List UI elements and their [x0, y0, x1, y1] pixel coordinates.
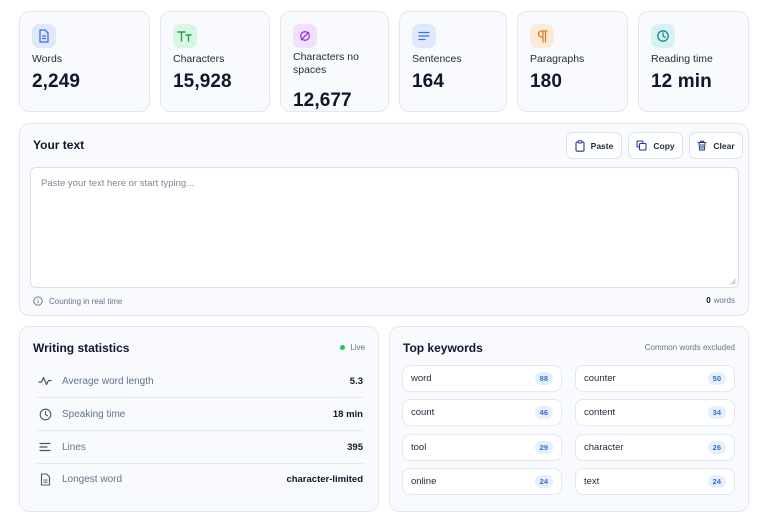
keyword-count-badge: 24: [707, 475, 726, 488]
stat-card-reading-time: Reading time 12 min: [638, 11, 749, 112]
keyword-label: text: [584, 476, 600, 487]
stat-label: Words: [32, 53, 63, 65]
keyword-count-badge: 88: [534, 372, 553, 385]
clock-icon: [651, 24, 675, 48]
clear-label: Clear: [713, 140, 735, 151]
stat-label: Sentences: [412, 53, 462, 65]
counting-status: Counting in real time: [33, 296, 122, 306]
keyword-chip[interactable]: character 26: [575, 434, 735, 461]
stat-value: 180: [530, 71, 563, 92]
stat-value: 12 min: [651, 71, 712, 92]
keyword-label: count: [411, 407, 435, 418]
top-keywords-card: Top keywords Common words excluded word …: [389, 326, 749, 512]
stat-row: Speaking time 18 min: [37, 398, 363, 430]
stat-value: 15,928: [173, 71, 232, 92]
stat-row: Average word length 5.3: [37, 365, 363, 397]
editor-title: Your text: [33, 138, 85, 152]
stat-card-sentences: Sentences 164: [399, 11, 507, 112]
keyword-chip[interactable]: tool 29: [402, 434, 562, 461]
stat-card-characters: Characters 15,928: [160, 11, 270, 112]
row-value: character-limited: [286, 473, 363, 485]
word-counter: 0 words: [706, 296, 735, 305]
lines-icon: [37, 442, 53, 452]
keyword-label: online: [411, 476, 437, 487]
stat-card-paragraphs: Paragraphs 180: [517, 11, 628, 112]
row-label: Lines: [62, 441, 86, 453]
live-indicator: Live: [340, 343, 365, 352]
stat-row: Lines 395: [37, 431, 363, 463]
top-keywords-title: Top keywords: [403, 341, 483, 355]
stat-label: Reading time: [651, 53, 713, 65]
paste-button[interactable]: Paste: [566, 132, 622, 159]
text-input-area[interactable]: [30, 167, 739, 288]
document-icon: [37, 472, 53, 486]
clock-icon: [37, 408, 53, 421]
info-icon: [33, 296, 43, 306]
stat-value: 164: [412, 71, 445, 92]
row-label: Speaking time: [62, 408, 126, 420]
clipboard-icon: [575, 139, 585, 152]
keyword-chip[interactable]: word 88: [402, 365, 562, 392]
keyword-count-badge: 34: [707, 406, 726, 419]
divider: [37, 463, 363, 464]
word-count-value: 0: [706, 296, 711, 305]
writing-statistics-card: Writing statistics Live Average word len…: [19, 326, 379, 512]
stat-value: 2,249: [32, 71, 81, 92]
divider: [37, 430, 363, 431]
live-dot-icon: [340, 345, 346, 350]
text-input[interactable]: [31, 168, 738, 287]
empty-set-icon: [293, 24, 317, 48]
copy-icon: [636, 140, 647, 151]
clear-button[interactable]: Clear: [689, 132, 743, 159]
document-icon: [32, 24, 56, 48]
stat-label: Paragraphs: [530, 53, 585, 65]
stat-label: Characters no spaces: [293, 51, 359, 76]
status-text: Counting in real time: [49, 296, 123, 306]
pulse-icon: [37, 376, 53, 386]
stat-value: 12,677: [293, 90, 352, 111]
keyword-chip[interactable]: counter 50: [575, 365, 735, 392]
list-icon: [412, 24, 436, 48]
row-value: 5.3: [349, 375, 363, 387]
word-count-unit: words: [713, 296, 735, 305]
keyword-chip[interactable]: online 24: [402, 468, 562, 495]
paste-label: Paste: [590, 140, 614, 151]
keyword-chip[interactable]: text 24: [575, 468, 735, 495]
keyword-label: content: [584, 407, 616, 418]
keyword-count-badge: 24: [534, 475, 553, 488]
keyword-chip[interactable]: count 46: [402, 399, 562, 426]
keyword-count-badge: 46: [534, 406, 553, 419]
pilcrow-icon: [530, 24, 554, 48]
live-label: Live: [350, 343, 365, 352]
text-editor-card: Your text Paste Copy Clear Counting in r…: [19, 123, 749, 316]
row-label: Longest word: [62, 473, 123, 485]
keyword-label: tool: [411, 442, 427, 453]
keyword-count-badge: 50: [707, 372, 726, 385]
keyword-label: word: [411, 373, 432, 384]
keyword-label: character: [584, 442, 624, 453]
stat-label: Characters: [173, 53, 225, 65]
keywords-note: Common words excluded: [644, 343, 735, 352]
row-value: 395: [347, 441, 363, 453]
resize-handle-icon[interactable]: [730, 279, 736, 285]
row-label: Average word length: [62, 375, 154, 387]
keyword-chip[interactable]: content 34: [575, 399, 735, 426]
stat-row: Longest word character-limited: [37, 463, 363, 495]
trash-icon: [697, 140, 707, 151]
copy-button[interactable]: Copy: [628, 132, 683, 159]
writing-statistics-title: Writing statistics: [33, 341, 130, 355]
keyword-count-badge: 29: [534, 441, 553, 454]
keyword-count-badge: 26: [707, 441, 726, 454]
copy-label: Copy: [653, 140, 675, 151]
stat-card-words: Words 2,249: [19, 11, 150, 112]
row-value: 18 min: [332, 408, 363, 420]
stat-card-characters-no-spaces: Characters no spaces 12,677: [280, 11, 389, 112]
keyword-label: counter: [584, 373, 616, 384]
text-size-icon: [173, 24, 197, 48]
divider: [37, 397, 363, 398]
